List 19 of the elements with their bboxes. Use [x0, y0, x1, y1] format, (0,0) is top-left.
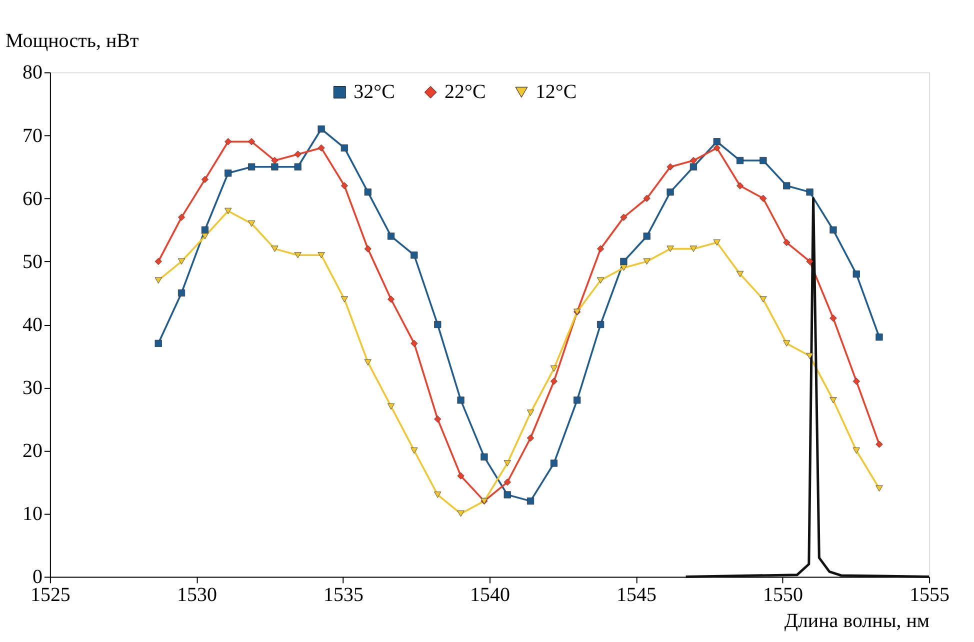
y-tick-label: 50 — [22, 250, 42, 273]
y-tick-label: 30 — [22, 377, 42, 400]
x-axis-title: Длина волны, нм — [784, 610, 930, 632]
y-tick-label: 60 — [22, 188, 42, 210]
y-tick-label: 20 — [22, 440, 42, 462]
x-tick-label: 1545 — [616, 584, 656, 606]
y-axis-title: Мощность, нВт — [5, 30, 139, 52]
x-tick-label: 1550 — [763, 584, 804, 606]
y-tick-label: 40 — [22, 314, 42, 336]
legend-label: 22°C — [444, 81, 486, 104]
y-tick-label: 80 — [22, 62, 42, 84]
y-tick-label: 70 — [22, 124, 42, 147]
x-tick-label: 1555 — [910, 584, 950, 606]
x-tick-label: 1535 — [324, 584, 364, 606]
y-tick-label: 10 — [22, 503, 42, 526]
legend-label: 32°C — [354, 81, 395, 104]
legend-label: 12°C — [535, 81, 577, 104]
x-tick-label: 1540 — [470, 584, 510, 606]
x-tick-label: 1530 — [176, 584, 217, 606]
